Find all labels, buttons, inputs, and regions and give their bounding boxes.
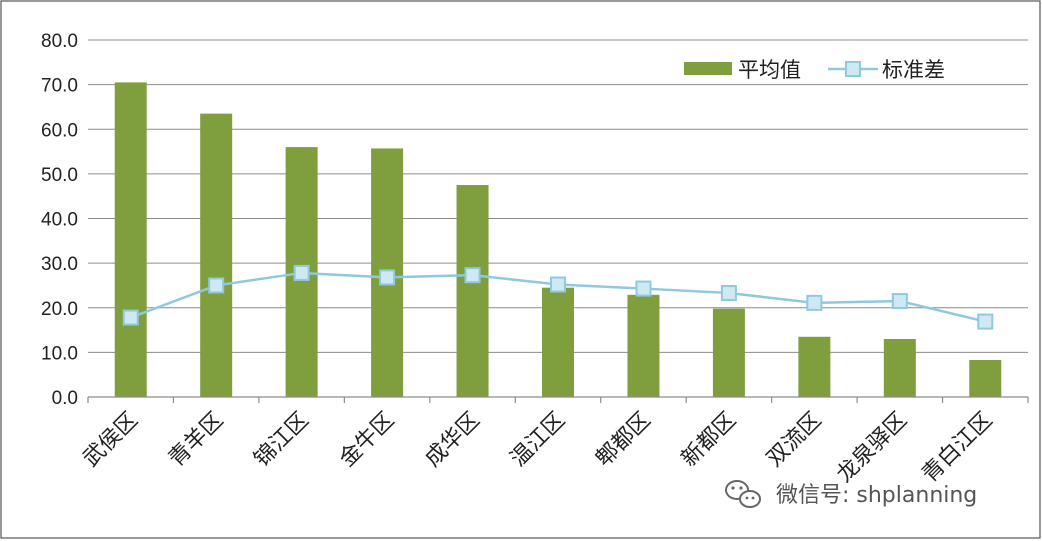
line-marker bbox=[891, 293, 908, 310]
legend-swatch-marker bbox=[845, 61, 861, 77]
y-tick-label: 40.0 bbox=[41, 210, 78, 231]
y-tick-label: 10.0 bbox=[41, 343, 78, 364]
y-tick-label: 70.0 bbox=[41, 76, 78, 97]
bar bbox=[798, 336, 831, 397]
bar bbox=[200, 113, 233, 397]
line-marker bbox=[806, 294, 823, 311]
line-marker bbox=[550, 276, 566, 293]
legend-label-line: 标准差 bbox=[882, 58, 945, 82]
bar bbox=[883, 338, 916, 397]
legend-label-bar: 平均值 bbox=[738, 58, 801, 82]
bar bbox=[627, 294, 660, 397]
line-marker bbox=[208, 277, 225, 294]
legend: 平均值 标准差 bbox=[684, 58, 945, 82]
watermark-text: 微信号: shplanning bbox=[776, 483, 977, 508]
line-marker bbox=[379, 269, 396, 286]
y-tick-label: 20.0 bbox=[41, 299, 78, 320]
line-marker bbox=[293, 264, 310, 281]
watermark: 微信号: shplanning bbox=[725, 480, 977, 508]
bar bbox=[114, 82, 147, 398]
bar bbox=[542, 287, 574, 397]
line-series bbox=[122, 264, 994, 330]
legend-swatch-bar bbox=[684, 62, 732, 75]
bar bbox=[969, 359, 1002, 397]
bar bbox=[456, 185, 489, 397]
y-tick-label: 30.0 bbox=[41, 254, 78, 275]
y-tick-label: 50.0 bbox=[41, 165, 78, 186]
line-marker bbox=[122, 309, 139, 326]
bar bbox=[712, 308, 745, 397]
line-marker bbox=[635, 280, 652, 297]
line-marker bbox=[720, 285, 737, 302]
y-tick-label: 0.0 bbox=[52, 388, 78, 409]
wechat-icon bbox=[725, 480, 761, 508]
y-axis-ticks: 0.0 10.0 20.0 30.0 40.0 50.0 60.0 70.0 80.0 bbox=[41, 31, 78, 409]
y-tick-label: 60.0 bbox=[41, 120, 78, 141]
line-marker bbox=[464, 267, 481, 284]
gridlines bbox=[88, 39, 1028, 353]
y-tick-label: 80.0 bbox=[41, 31, 78, 52]
line-marker bbox=[977, 313, 994, 330]
